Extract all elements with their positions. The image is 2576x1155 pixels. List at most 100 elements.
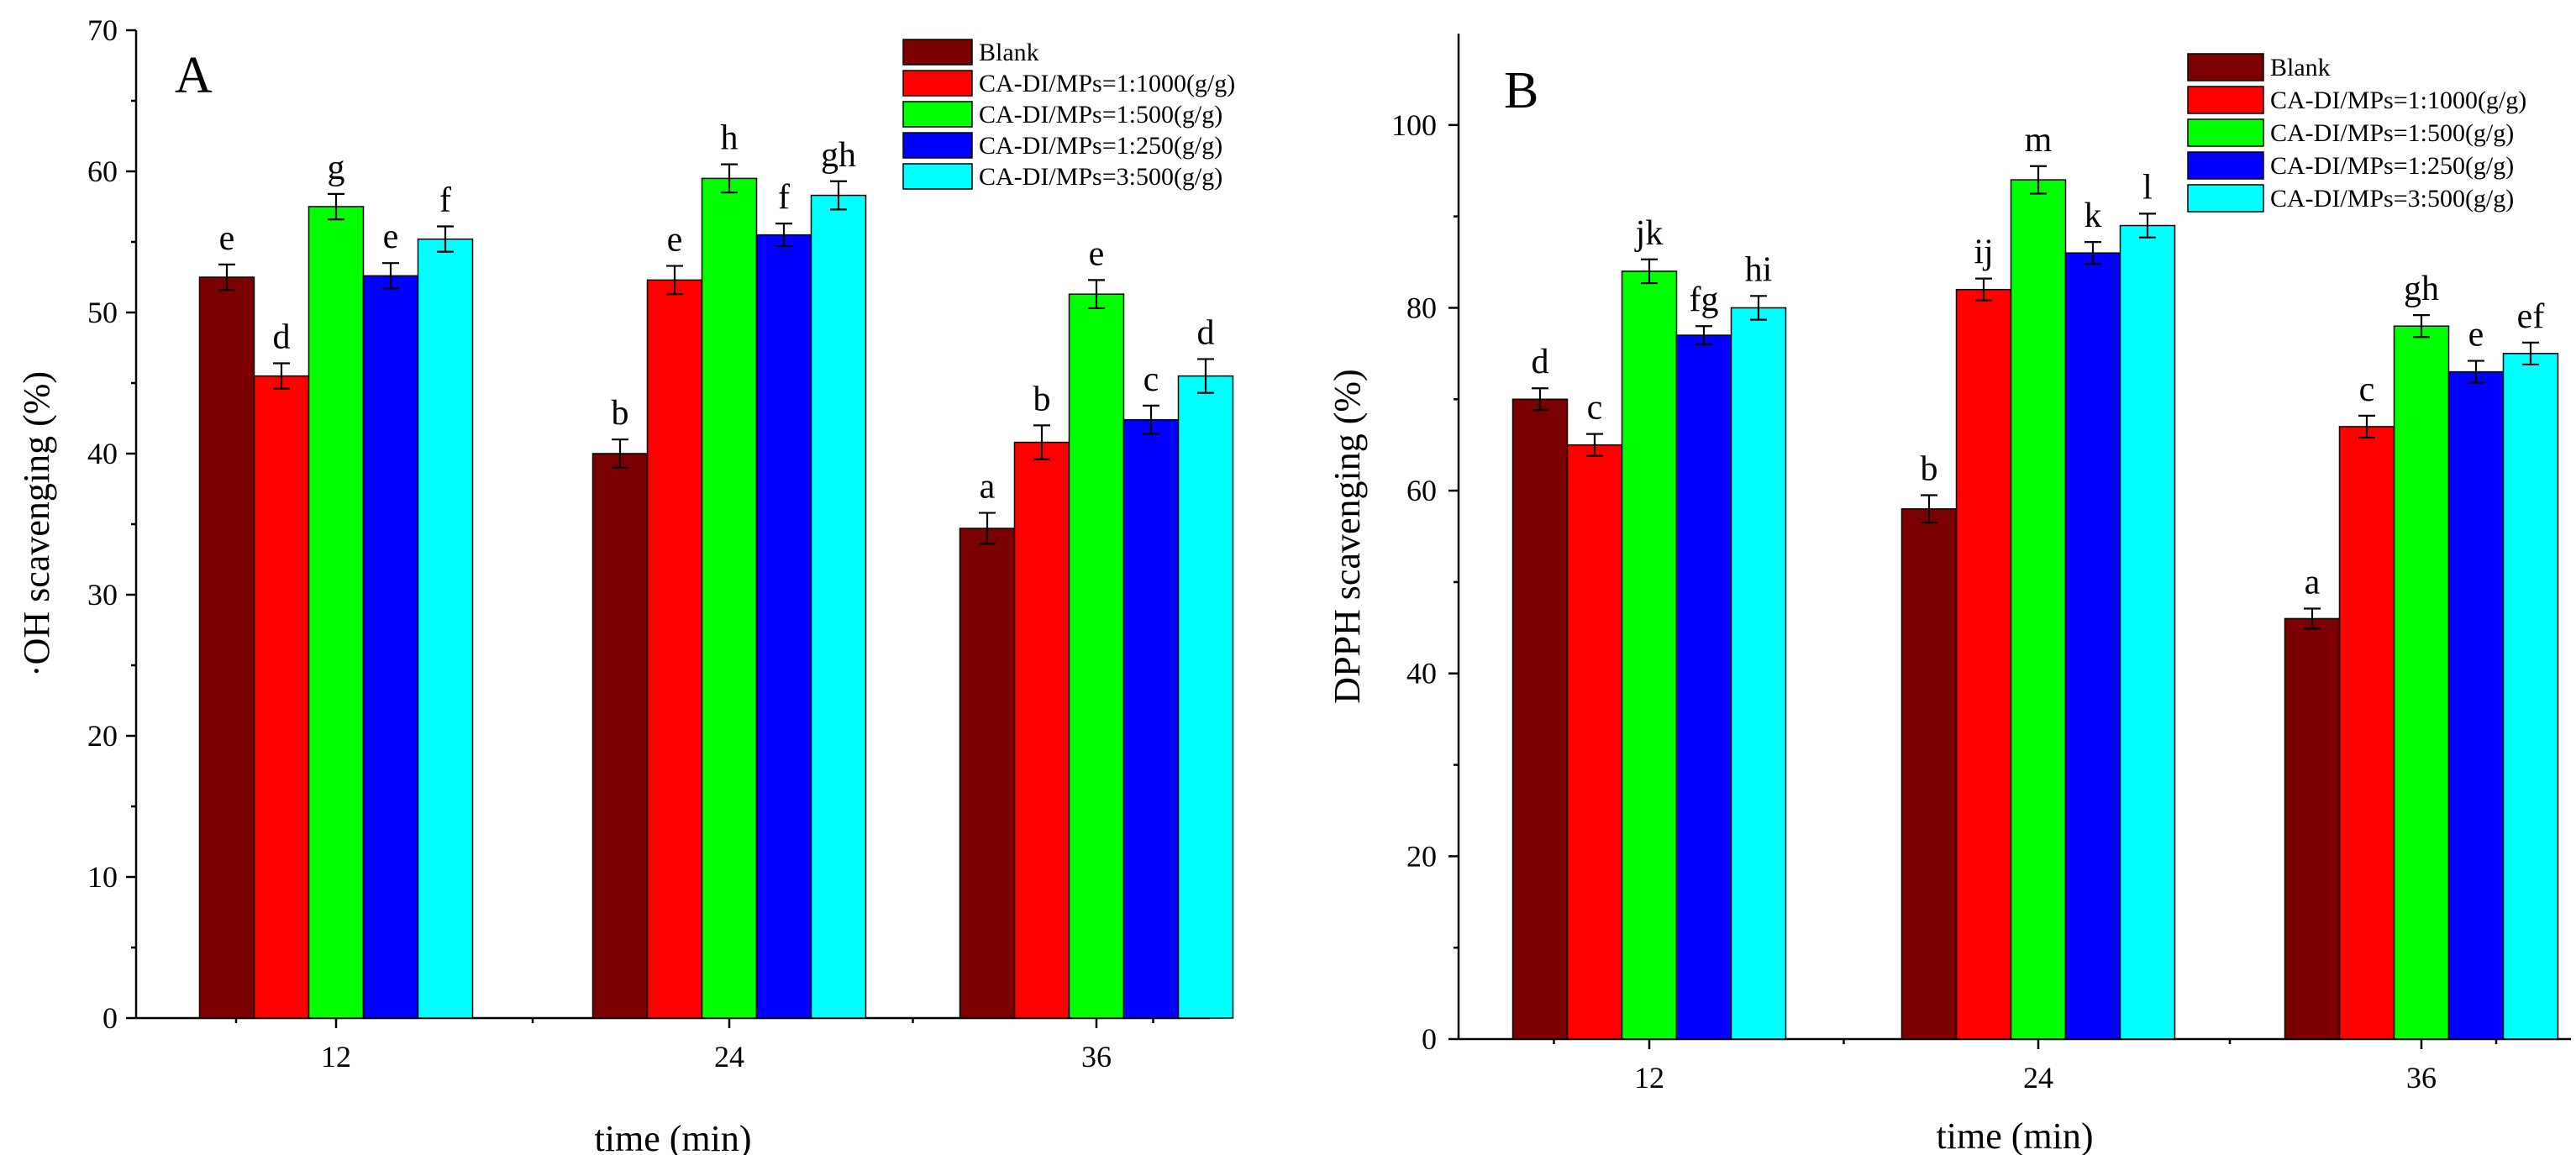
y-tick-label: 70 [87,13,118,47]
legend-swatch [902,39,973,66]
significance-letter: k [2084,197,2102,235]
x-tick-label: 24 [714,1040,744,1074]
significance-letter: d [1532,343,1549,381]
significance-letter: ij [1974,234,1993,272]
y-tick-label: 30 [87,578,118,612]
bar [2284,617,2341,1040]
legend-item: CA-DI/MPs=1:1000(g/g) [2187,86,2526,114]
bar [417,238,474,1019]
error-bar [979,512,996,545]
bar [591,453,649,1019]
panel-label: A [175,47,213,104]
bar [1955,288,2012,1040]
error-bar [2413,314,2430,339]
error-bar [1586,433,1603,457]
axes: 0 10 20 30 40 50 60 70 12 24 36 [87,13,1210,1074]
chart-b: 0 20 40 60 80 100 12 24 36 time (min) DPPH scaveng… [1327,34,2571,1155]
bar [308,206,365,1019]
significance-letter: b [1921,450,1938,489]
error-bar [437,225,454,253]
error-bar [382,262,399,290]
bar [2447,370,2505,1040]
significance-letter: b [612,394,629,433]
error-bar [2139,213,2156,239]
error-bar [1695,325,1712,346]
bar [2119,224,2176,1040]
error-bar [273,362,290,390]
x-axis-title: time (min) [1937,1116,2094,1155]
error-bar [1921,494,1937,524]
y-axis-title: ·OH scavenging (%) [16,371,57,677]
error-bar [612,438,628,469]
chart-a: 0 10 20 30 40 50 60 70 12 24 36 time (min) ·OH scave… [16,13,1235,1155]
legend-item: CA-DI/MPs=1:1000(g/g) [902,70,1235,97]
bar [755,234,812,1019]
bar [198,276,255,1019]
bar [1900,508,1958,1040]
legend-item: Blank [2187,53,2331,81]
error-bar [1033,424,1050,460]
significance-letter: d [1197,313,1215,352]
bar [1675,334,1732,1040]
y-tick-label: 0 [103,1001,118,1035]
error-bar [1641,258,1658,285]
significance-letter: gh [821,136,856,175]
error-bar [1088,279,1105,310]
bar [701,177,758,1019]
y-tick-label: 100 [1391,108,1437,142]
error-bar [830,180,847,211]
legend-item: CA-DI/MPs=3:500(g/g) [902,163,1222,191]
legend-swatch [902,70,973,97]
significance-letter: c [2359,370,2375,409]
legend-label: CA-DI/MPs=1:1000(g/g) [2270,87,2526,114]
bar [362,275,419,1019]
bar [1013,441,1070,1019]
significance-letter: l [2142,168,2153,207]
bar [1730,307,1787,1040]
error-bar [1143,404,1159,435]
error-bar [328,192,344,221]
bar [1621,270,1678,1040]
bar [2338,426,2395,1040]
significance-letter: e [219,219,235,258]
bar [646,279,703,1019]
error-bar [666,265,683,296]
significance-letter: e [1089,234,1105,273]
significance-letter: m [2025,121,2053,160]
significance-letter: hi [1745,250,1773,289]
y-tick-label: 40 [87,437,118,470]
significance-letter: a [2305,563,2321,601]
legend-label: Blank [2270,54,2331,81]
y-axis-title: DPPH scavenging (%) [1327,369,1368,703]
legend-label: CA-DI/MPs=1:500(g/g) [979,101,1222,129]
panel-label: B [1504,62,1538,119]
x-tick-label: 12 [321,1040,351,1074]
significance-letter: d [273,318,291,356]
bars: d b a c ij c jk m gh fg k e hi l ef [1511,121,2559,1040]
error-bar [1197,358,1214,394]
legend-swatch [902,163,973,190]
significance-letter: ef [2517,297,2545,336]
axes: 0 20 40 60 80 100 12 24 36 [1391,34,2571,1095]
error-bar [721,163,738,194]
y-tick-label: 20 [87,719,118,753]
significance-letter: b [1033,380,1051,418]
error-bar [2084,241,2101,265]
bar [1122,418,1180,1019]
error-bar [2468,360,2484,384]
error-bar [1750,295,1767,321]
significance-letter: f [439,181,451,220]
significance-letter: a [980,468,996,507]
legend-label: CA-DI/MPs=1:1000(g/g) [979,70,1235,97]
significance-letter: e [667,221,683,260]
y-tick-label: 60 [87,155,118,188]
bar [810,194,867,1019]
legend-label: CA-DI/MPs=3:500(g/g) [979,163,1222,191]
y-tick-label: 40 [1406,657,1437,690]
legend-item: CA-DI/MPs=3:500(g/g) [2187,184,2514,213]
legend-label: Blank [979,39,1039,66]
legend-swatch [2187,151,2264,180]
bar [2502,353,2559,1040]
legend-swatch [902,132,973,159]
